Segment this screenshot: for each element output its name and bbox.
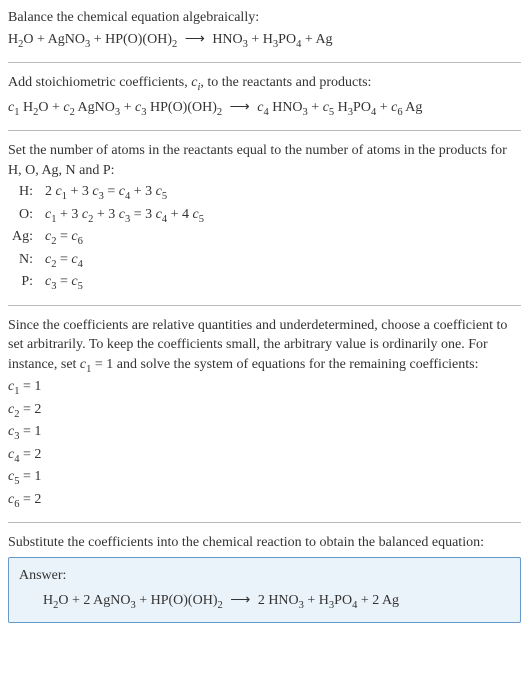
var-sub: 4: [78, 258, 83, 269]
atoms-section: Set the number of atoms in the reactants…: [8, 141, 521, 295]
subst-section: Substitute the coefficients into the che…: [8, 533, 521, 623]
text: =: [56, 274, 71, 289]
divider: [8, 62, 521, 63]
eq-text: + Ag: [301, 32, 332, 47]
atom-label: P:: [8, 272, 41, 294]
atoms-text: Set the number of atoms in the reactants…: [8, 141, 521, 180]
divider: [8, 305, 521, 306]
table-row: H: 2 c1 + 3 c3 = c4 + 3 c5: [8, 182, 208, 204]
var-sub: 6: [78, 236, 83, 247]
var-sub: 5: [78, 281, 83, 292]
eq-text: + HP(O)(OH): [90, 32, 172, 47]
text: = 1: [19, 424, 41, 439]
atom-eq: c2 = c4: [41, 250, 208, 272]
eq-text: +: [376, 100, 391, 115]
table-row: Ag: c2 = c6: [8, 227, 208, 249]
subst-text: Substitute the coefficients into the che…: [8, 533, 521, 553]
text: + 4: [167, 207, 192, 222]
atom-label: Ag:: [8, 227, 41, 249]
eq-text: H: [43, 593, 53, 608]
divider: [8, 522, 521, 523]
list-item: c2 = 2: [8, 400, 521, 422]
eq-text: O + 2 AgNO: [58, 593, 130, 608]
eq-text: PO: [334, 593, 352, 608]
choose-section: Since the coefficients are relative quan…: [8, 316, 521, 513]
atom-eq: c1 + 3 c2 + 3 c3 = 3 c4 + 4 c5: [41, 205, 208, 227]
answer-equation: H2O + 2 AgNO3 + HP(O)(OH)2 ⟶ 2 HNO3 + H3…: [19, 591, 510, 613]
intro-equation: H2O + AgNO3 + HP(O)(OH)2 ⟶ HNO3 + H3PO4 …: [8, 30, 521, 52]
eq-text: PO: [353, 100, 371, 115]
atom-eq: c2 = c6: [41, 227, 208, 249]
eq-text: HP(O)(OH): [147, 100, 217, 115]
atom-label: H:: [8, 182, 41, 204]
eq-text: Ag: [403, 100, 423, 115]
eq-text: HNO: [212, 32, 242, 47]
table-row: P: c3 = c5: [8, 272, 208, 294]
text: + 3: [56, 207, 81, 222]
text: + 3: [67, 184, 92, 199]
arrow-icon: ⟶: [230, 591, 250, 611]
eq-sub: 2: [172, 38, 177, 49]
list-item: c4 = 2: [8, 445, 521, 467]
eq-text: O +: [38, 100, 63, 115]
divider: [8, 130, 521, 131]
atom-label: N:: [8, 250, 41, 272]
var-sub: 5: [162, 191, 167, 202]
atom-label: O:: [8, 205, 41, 227]
intro-section: Balance the chemical equation algebraica…: [8, 8, 521, 52]
text: + 3: [130, 184, 155, 199]
intro-text: Balance the chemical equation algebraica…: [8, 8, 521, 28]
list-item: c6 = 2: [8, 490, 521, 512]
list-item: c1 = 1: [8, 377, 521, 399]
choose-text: Since the coefficients are relative quan…: [8, 316, 521, 378]
list-item: c5 = 1: [8, 467, 521, 489]
eq-text: PO: [278, 32, 296, 47]
eq-sub: 2: [217, 600, 222, 611]
coefficient-list: c1 = 1 c2 = 2 c3 = 1 c4 = 2 c5 = 1 c6 = …: [8, 377, 521, 512]
text: = 3: [130, 207, 155, 222]
stoich-section: Add stoichiometric coefficients, ci, to …: [8, 73, 521, 120]
text: + 3: [93, 207, 118, 222]
table-row: N: c2 = c4: [8, 250, 208, 272]
text: = 2: [19, 492, 41, 507]
atom-eq: c3 = c5: [41, 272, 208, 294]
text: = 1: [19, 469, 41, 484]
eq-text: O + AgNO: [23, 32, 85, 47]
eq-text: + H: [248, 32, 273, 47]
eq-text: AgNO: [75, 100, 115, 115]
eq-text: HNO: [269, 100, 303, 115]
text: , to the reactants and products:: [200, 75, 371, 90]
arrow-icon: ⟶: [230, 98, 250, 118]
list-item: c3 = 1: [8, 422, 521, 444]
eq-text: H: [19, 100, 33, 115]
stoich-equation: c1 H2O + c2 AgNO3 + c3 HP(O)(OH)2 ⟶ c4 H…: [8, 98, 521, 120]
eq-sub: 2: [217, 106, 222, 117]
eq-text: + HP(O)(OH): [136, 593, 218, 608]
text: =: [56, 252, 71, 267]
text: = 2: [19, 402, 41, 417]
answer-box: Answer: H2O + 2 AgNO3 + HP(O)(OH)2 ⟶ 2 H…: [8, 557, 521, 623]
text: =: [104, 184, 119, 199]
stoich-text: Add stoichiometric coefficients, ci, to …: [8, 73, 521, 95]
text: = 2: [19, 447, 41, 462]
eq-text: 2 HNO: [258, 593, 299, 608]
eq-text: H: [334, 100, 348, 115]
text: = 1: [19, 379, 41, 394]
table-row: O: c1 + 3 c2 + 3 c3 = 3 c4 + 4 c5: [8, 205, 208, 227]
var-sub: 5: [199, 214, 204, 225]
eq-text: +: [308, 100, 323, 115]
eq-text: + 2 Ag: [357, 593, 399, 608]
eq-text: + H: [304, 593, 329, 608]
atom-eq: 2 c1 + 3 c3 = c4 + 3 c5: [41, 182, 208, 204]
text: = 1 and solve the system of equations fo…: [91, 357, 478, 372]
answer-label: Answer:: [19, 566, 510, 586]
eq-text: +: [120, 100, 135, 115]
atom-equations-table: H: 2 c1 + 3 c3 = c4 + 3 c5 O: c1 + 3 c2 …: [8, 182, 208, 294]
eq-text: H: [8, 32, 18, 47]
text: =: [56, 229, 71, 244]
text: 2: [45, 184, 56, 199]
arrow-icon: ⟶: [185, 30, 205, 50]
text: Add stoichiometric coefficients,: [8, 75, 191, 90]
